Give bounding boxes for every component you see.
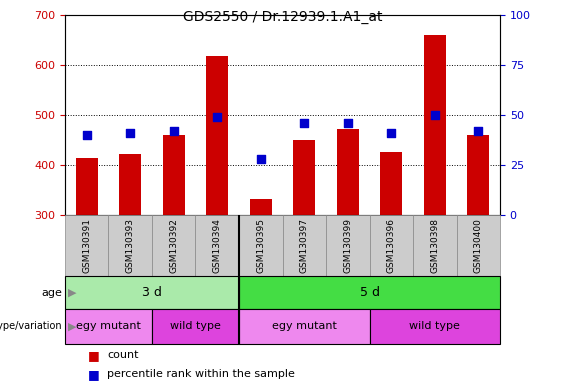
Point — [343, 120, 353, 126]
Point — [126, 130, 135, 136]
Text: 3 d: 3 d — [142, 286, 162, 299]
Bar — [250, 199, 272, 215]
Text: GSM130396: GSM130396 — [387, 218, 396, 273]
Bar — [65, 215, 108, 276]
Text: GSM130400: GSM130400 — [474, 218, 483, 273]
Bar — [337, 129, 359, 215]
Bar — [239, 276, 500, 309]
Bar — [282, 215, 326, 276]
Bar — [239, 309, 370, 344]
Bar — [239, 215, 282, 276]
Point — [212, 114, 221, 120]
Bar — [457, 215, 500, 276]
Bar — [206, 56, 228, 215]
Text: GSM130393: GSM130393 — [126, 218, 134, 273]
Bar — [326, 215, 370, 276]
Bar — [76, 158, 98, 215]
Bar — [119, 154, 141, 215]
Point — [82, 132, 92, 138]
Text: 5 d: 5 d — [359, 286, 380, 299]
Bar — [380, 152, 402, 215]
Text: age: age — [41, 288, 62, 298]
Text: GSM130398: GSM130398 — [431, 218, 439, 273]
Point — [299, 120, 308, 126]
Text: wild type: wild type — [170, 321, 221, 331]
Bar — [293, 140, 315, 215]
Bar — [370, 215, 413, 276]
Text: ■: ■ — [88, 349, 99, 362]
Point — [473, 128, 483, 134]
Text: percentile rank within the sample: percentile rank within the sample — [107, 369, 295, 379]
Text: GSM130391: GSM130391 — [82, 218, 91, 273]
Text: GSM130392: GSM130392 — [170, 218, 178, 273]
Bar — [65, 276, 239, 309]
Bar — [195, 215, 239, 276]
Text: GSM130399: GSM130399 — [344, 218, 352, 273]
Bar — [152, 215, 195, 276]
Bar — [413, 215, 457, 276]
Bar — [152, 309, 239, 344]
Text: genotype/variation: genotype/variation — [0, 321, 62, 331]
Text: ■: ■ — [88, 368, 99, 381]
Bar — [424, 35, 446, 215]
Text: egy mutant: egy mutant — [76, 321, 141, 331]
Text: egy mutant: egy mutant — [272, 321, 337, 331]
Text: ▶: ▶ — [68, 288, 76, 298]
Point — [170, 128, 179, 134]
Text: wild type: wild type — [409, 321, 460, 331]
Bar — [65, 309, 152, 344]
Text: count: count — [107, 350, 139, 360]
Text: GSM130395: GSM130395 — [257, 218, 265, 273]
Text: ▶: ▶ — [68, 321, 76, 331]
Bar — [370, 309, 500, 344]
Point — [257, 156, 266, 162]
Point — [386, 130, 396, 136]
Text: GSM130397: GSM130397 — [300, 218, 308, 273]
Text: GSM130394: GSM130394 — [213, 218, 221, 273]
Bar — [467, 135, 489, 215]
Point — [431, 112, 440, 118]
Bar — [108, 215, 152, 276]
Text: GDS2550 / Dr.12939.1.A1_at: GDS2550 / Dr.12939.1.A1_at — [182, 10, 383, 23]
Bar — [163, 135, 185, 215]
